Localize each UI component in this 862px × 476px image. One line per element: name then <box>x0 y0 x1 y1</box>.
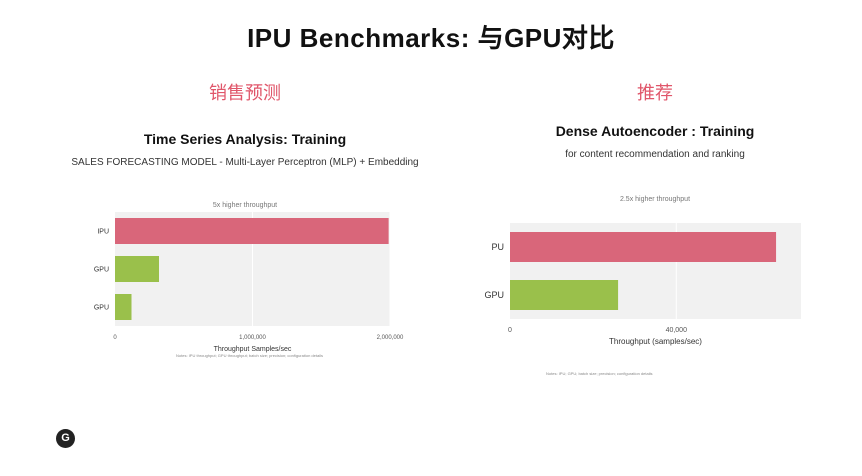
bar-gpu <box>115 294 132 320</box>
x-axis-label: Throughput Samples/sec <box>214 346 292 353</box>
left-chart-note: 5x higher throughput <box>212 202 278 209</box>
x-axis-label: Throughput (samples/sec) <box>609 337 702 346</box>
right-chart-notes: Notes: IPU; GPU; batch size; precision; … <box>546 371 653 376</box>
graphcore-logo: G <box>56 429 75 448</box>
bar-pu <box>510 232 777 262</box>
right-chart-note: 2.5x higher throughput <box>619 196 691 203</box>
x-tick-label: 0 <box>508 327 512 334</box>
category-label: GPU <box>94 266 109 273</box>
left-chart-subtitle: SALES FORECASTING MODEL - Multi-Layer Pe… <box>71 157 419 168</box>
right-section-label: 推荐 <box>637 83 673 103</box>
category-label: PU <box>491 242 504 252</box>
left-section-label: 销售预测 <box>209 83 281 103</box>
left-chart-notes: Notes: IPU throughput; GPU throughput; b… <box>176 353 323 358</box>
x-tick-label: 2,000,000 <box>377 335 404 341</box>
page-title: IPU Benchmarks: 与GPU对比 <box>247 23 615 53</box>
x-tick-label: 1,000,000 <box>239 335 266 341</box>
bar-gpu <box>510 280 619 310</box>
category-label: GPU <box>484 290 504 300</box>
left-bar-chart: IPU GPU GPU 0 1,000,000 2,000,000 Throughput S… <box>94 212 404 353</box>
x-tick-label: 40,000 <box>666 327 688 334</box>
right-chart-title: Dense Autoencoder : Training <box>555 123 755 139</box>
bar-gpu <box>115 256 159 282</box>
category-label: GPU <box>94 304 109 311</box>
category-label: IPU <box>97 228 109 235</box>
bar-ipu <box>115 218 389 244</box>
x-tick-label: 0 <box>113 335 117 341</box>
right-chart-subtitle: for content recommendation and ranking <box>565 149 745 160</box>
left-chart-title: Time Series Analysis: Training <box>143 131 347 147</box>
